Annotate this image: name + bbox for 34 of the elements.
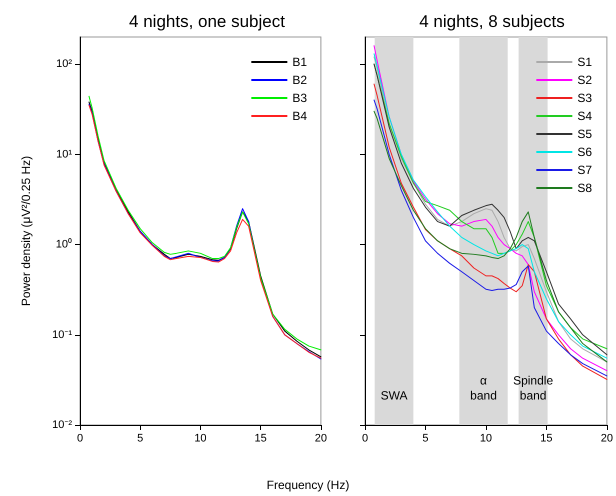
band-label: Spindle band <box>513 374 554 402</box>
legend-label: S4 <box>577 109 592 123</box>
band-label: α band <box>470 374 497 402</box>
legend-label: S8 <box>577 181 592 195</box>
x-tick-label: 0 <box>362 432 368 444</box>
band-label: SWA <box>380 388 408 402</box>
x-tick-label: 5 <box>137 432 144 444</box>
y-tick-label: 10⁻² <box>52 419 72 431</box>
legend-label: S3 <box>577 91 592 105</box>
legend-label: B1 <box>292 55 308 69</box>
legend-label: S1 <box>577 55 592 69</box>
legend-label: B4 <box>292 109 308 123</box>
x-tick-label: 15 <box>254 432 267 444</box>
x-tick-label: 5 <box>422 432 429 444</box>
y-tick-label: 10⁻¹ <box>52 328 72 341</box>
y-tick-label: 10² <box>56 58 72 70</box>
legend-label: S6 <box>577 145 592 159</box>
legend-label: S2 <box>577 73 592 87</box>
chart-title: 4 nights, 8 subjects <box>419 12 565 31</box>
x-tick-label: 0 <box>76 432 84 444</box>
y-axis-title: Power density (μV²/0.25 Hz) <box>19 156 33 306</box>
y-tick-label: 10⁰ <box>56 238 72 251</box>
legend-label: S7 <box>577 163 592 177</box>
x-tick-label: 20 <box>314 432 328 444</box>
chart-title: 4 nights, one subject <box>129 12 286 31</box>
legend-label: B2 <box>292 73 308 87</box>
legend-label: S5 <box>577 127 592 141</box>
x-tick-label: 10 <box>480 432 492 444</box>
x-axis-title: Frequency (Hz) <box>266 478 350 492</box>
x-tick-label: 15 <box>540 432 553 444</box>
y-tick-label: 10¹ <box>56 148 72 160</box>
x-tick-label: 20 <box>600 432 614 444</box>
legend-label: B3 <box>292 91 308 105</box>
x-tick-label: 10 <box>194 432 207 444</box>
